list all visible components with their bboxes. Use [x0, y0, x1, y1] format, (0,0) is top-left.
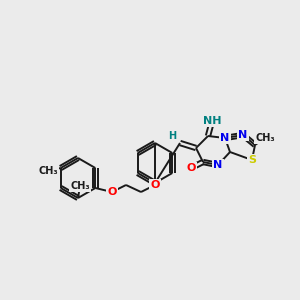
Text: CH₃: CH₃ [39, 166, 58, 176]
Text: N: N [213, 160, 223, 170]
Text: O: O [107, 187, 117, 197]
Text: O: O [150, 180, 160, 190]
Text: N: N [220, 133, 230, 143]
Text: N: N [238, 130, 247, 140]
Text: CH₃: CH₃ [70, 181, 90, 191]
Text: S: S [248, 155, 256, 165]
Text: CH₃: CH₃ [255, 133, 275, 143]
Text: O: O [186, 163, 196, 173]
Text: NH: NH [203, 116, 221, 126]
Text: H: H [168, 131, 176, 141]
